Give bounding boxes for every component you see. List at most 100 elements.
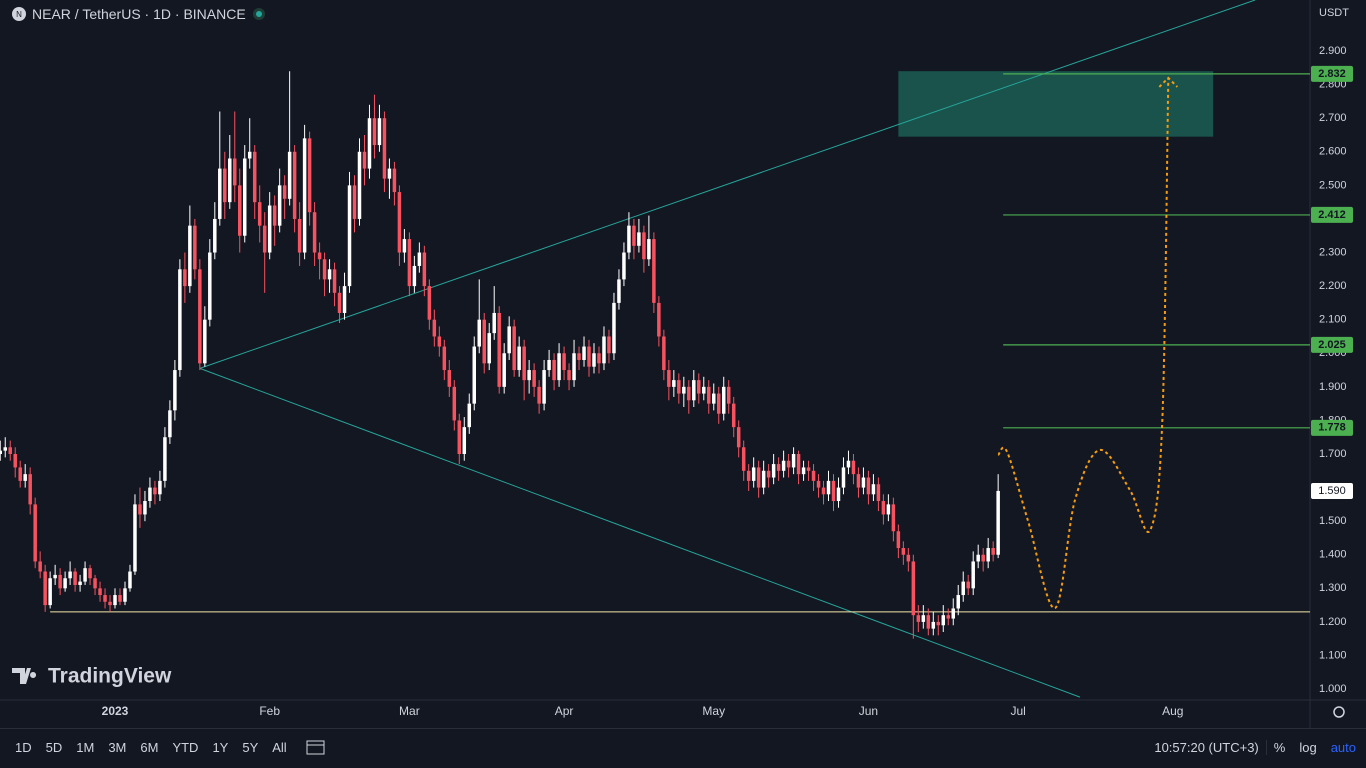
candle-body [657,302,661,337]
candle-body [542,370,546,404]
candle-body [427,286,432,320]
candle-body [452,386,457,421]
candle-body [213,218,217,253]
candle-body [173,370,177,411]
auto-toggle[interactable]: auto [1330,739,1356,755]
y-tick-label: 2.300 [1319,246,1347,258]
candle-body [592,353,596,367]
clock: 10:57:20 (UTC+3) [1154,739,1259,755]
candle-body [153,487,157,495]
candle-body [457,420,462,455]
timeframe-button[interactable]: 5D [45,739,63,755]
candle-body [836,487,841,502]
candle-body [617,279,621,303]
candle-body [567,370,571,381]
candle-body [587,346,591,367]
candle-body [8,447,12,455]
candle-body [821,487,826,495]
candle-body [347,185,352,287]
y-tick-label: 2.700 [1319,112,1347,124]
candle-body [602,336,606,364]
timeframe-button[interactable]: 1D [15,739,32,755]
candle-body [287,151,292,199]
candle-body [302,138,307,253]
last-price-bg [1311,482,1353,499]
candle-body [721,386,726,414]
axes: 1.0001.1001.2001.3001.4001.5001.6001.700… [102,45,1353,718]
candle-body [332,269,337,293]
trendline [199,367,1081,698]
candle-body [781,460,786,471]
timeframe-button[interactable]: 3M [108,739,127,755]
candle-body [402,239,407,253]
candle-body [3,447,7,451]
candle-body [352,185,357,219]
candle-body [652,239,656,303]
candle-body [697,380,701,394]
brand: TradingView [12,665,172,688]
candle-body [193,225,197,270]
timeframe-button[interactable]: 6M [140,739,159,755]
candle-body [926,615,931,629]
timeframe-button[interactable]: 5Y [242,739,259,755]
candle-body [831,480,836,502]
candle-body [292,151,297,219]
candle-body [577,353,581,360]
currency[interactable]: USDT [1319,7,1349,19]
candle-body [133,504,137,572]
percent-toggle[interactable]: % [1265,739,1293,755]
timeframe-button[interactable]: YTD [172,739,199,755]
candle-body [272,205,277,226]
candle-body [532,370,536,387]
candle-body [632,225,636,246]
candle-body [417,252,422,266]
candle-body [78,581,82,585]
timeframe-button[interactable]: 1M [76,739,95,755]
candle-body [961,581,965,596]
candle-body [522,346,526,381]
candle-body [552,359,556,381]
candle-body [512,326,516,371]
candle-body [0,450,2,455]
candle-body [317,252,322,260]
candle-body [502,353,506,387]
candle-body [482,319,486,364]
candle-body [472,346,477,404]
candle-body [103,595,107,602]
log-toggle[interactable]: log [1299,739,1317,755]
level-label: 2.025 [1318,339,1346,351]
candle-body [432,319,437,337]
timeframe-button[interactable]: All [272,739,287,755]
candle-body [377,118,382,146]
candle-body [48,578,52,606]
candle-body [13,454,17,468]
candle-body [238,185,242,236]
candle-body [607,336,611,354]
candle-body [382,118,387,179]
settings-icon[interactable] [1333,706,1345,718]
level-label: 2.832 [1318,68,1346,80]
candle-body [507,326,511,354]
candle-body [297,218,302,253]
y-tick-label: 2.100 [1319,314,1347,326]
candle-body [741,447,746,471]
symbol-header: N NEAR / TetherUS · 1D · BINANCE [12,6,266,22]
candle-body [731,403,736,428]
date-range-icon[interactable] [304,737,328,757]
candle-body [267,205,272,253]
candle-body [941,615,946,626]
candle-body [442,346,447,371]
candle-body [761,470,766,488]
candle-body [337,292,342,313]
candle-body [966,581,970,589]
candle-body [896,531,901,549]
candle-body [73,571,77,585]
candle-body [687,386,691,401]
y-tick-label: 1.100 [1319,649,1347,661]
y-tick-label: 1.000 [1319,683,1347,695]
trendline [199,0,1256,369]
timeframe-button[interactable]: 1Y [212,739,229,755]
candle-body [168,410,172,438]
candle-body [282,185,287,199]
candle-body [58,574,62,589]
